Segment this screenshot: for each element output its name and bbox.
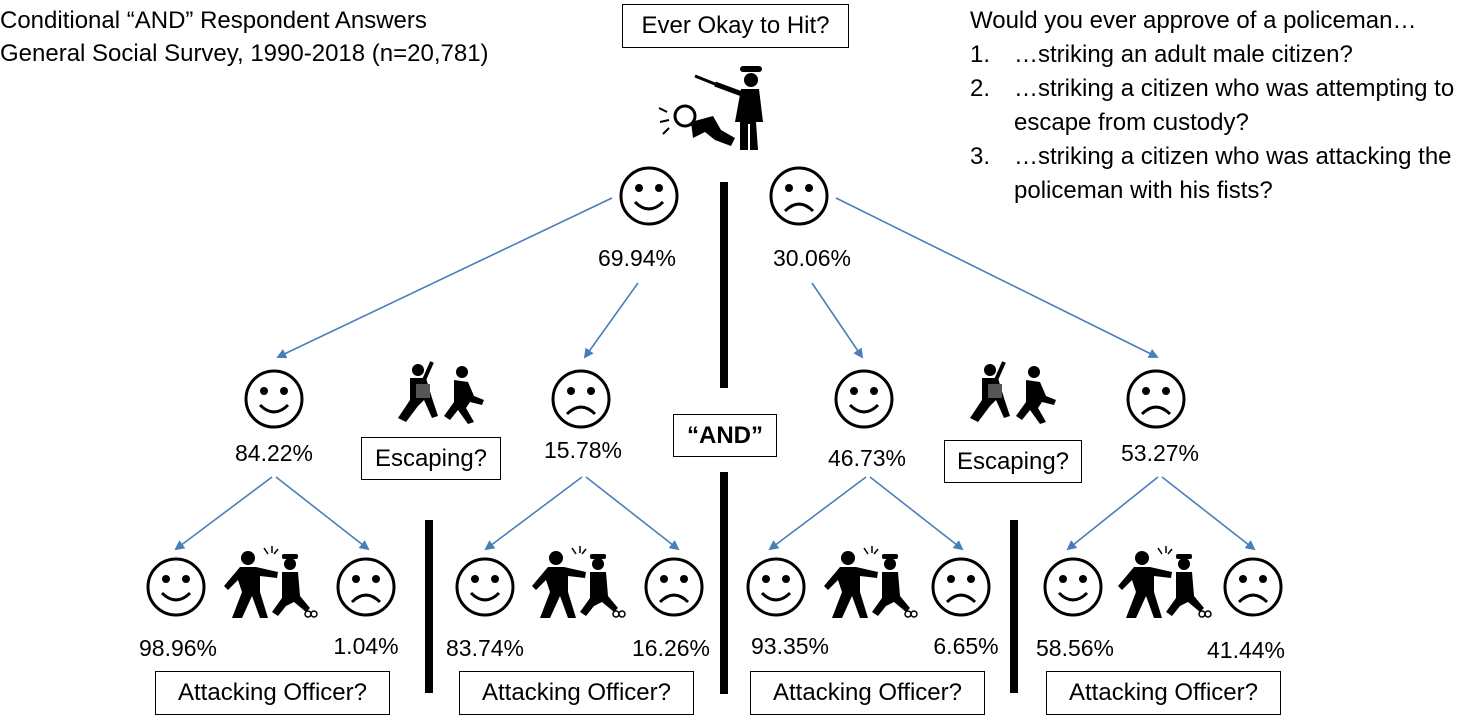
questions-list: 1. …striking an adult male citizen? 2. …st… (970, 38, 1464, 208)
and-box: “AND” (673, 414, 777, 457)
attacking-officer-question-box: Attacking Officer? (459, 671, 694, 715)
level2-left-no-percent: 15.78% (543, 437, 623, 463)
arrow (768, 476, 867, 551)
root-question-box: Ever Okay to Hit? (622, 4, 849, 48)
divider-bar (720, 182, 728, 388)
question-text: …striking a citizen who was attempting t… (1014, 75, 1455, 136)
frowning-face-icon (1126, 369, 1186, 429)
title-line-2: General Social Survey, 1990-2018 (n=20,7… (0, 40, 489, 67)
level2-left-yes-percent: 84.22% (234, 440, 314, 466)
arrow (275, 476, 370, 551)
level3-no-percent: 41.44% (1206, 637, 1286, 663)
questions-heading: Would you ever approve of a policeman… (970, 7, 1417, 34)
question-number: 2. (970, 75, 991, 102)
police-chasing-runner-icon (970, 361, 1056, 424)
question-item: 3. …striking a citizen who was attacking … (970, 140, 1464, 208)
attacking-officer-question-box: Attacking Officer? (155, 671, 390, 715)
level3-no-percent: 6.65% (933, 633, 999, 659)
smiley-face-icon (619, 166, 679, 226)
citizen-attacking-officer-icon (1118, 546, 1212, 618)
level1-yes-percent: 69.94% (597, 245, 677, 271)
smiley-face-icon (146, 557, 206, 617)
arrow (869, 476, 964, 551)
citizen-attacking-officer-icon (532, 546, 626, 618)
divider-bar (425, 520, 433, 693)
frowning-face-icon (644, 557, 704, 617)
level2-right-no-percent: 53.27% (1120, 440, 1200, 466)
level3-no-percent: 16.26% (631, 635, 711, 661)
divider-bar (720, 472, 728, 694)
attacking-officer-question-box: Attacking Officer? (750, 671, 985, 715)
attacking-officer-question-box: Attacking Officer? (1046, 671, 1281, 715)
smiley-face-icon (244, 369, 304, 429)
citizen-attacking-officer-icon (824, 546, 918, 618)
level2-right-yes-percent: 46.73% (827, 445, 907, 471)
frowning-face-icon (551, 369, 611, 429)
arrow (1161, 476, 1256, 551)
arrow (276, 197, 613, 359)
smiley-face-icon (746, 557, 806, 617)
diagram-title: Conditional “AND” Respondent Answers Gen… (0, 4, 489, 70)
question-text: …striking an adult male citizen? (1014, 41, 1353, 68)
level3-no-percent: 1.04% (333, 633, 399, 659)
question-item: 1. …striking an adult male citizen? (970, 38, 1464, 72)
frowning-face-icon (336, 557, 396, 617)
smiley-face-icon (455, 557, 515, 617)
escaping-question-box: Escaping? (944, 440, 1082, 483)
arrow (835, 197, 1159, 358)
frowning-face-icon (1223, 557, 1283, 617)
arrow (811, 282, 864, 359)
smiley-face-icon (1043, 557, 1103, 617)
arrow (585, 476, 680, 551)
police-striking-citizen-icon (658, 66, 763, 150)
arrow (1066, 476, 1159, 551)
question-item: 2. …striking a citizen who was attempting… (970, 72, 1464, 140)
level1-no-percent: 30.06% (772, 245, 852, 271)
level3-yes-percent: 83.74% (445, 635, 525, 661)
level3-yes-percent: 93.35% (750, 633, 830, 659)
frowning-face-icon (931, 557, 991, 617)
arrow (484, 476, 583, 551)
question-text: …striking a citizen who was attacking th… (1014, 143, 1452, 204)
citizen-attacking-officer-icon (224, 546, 318, 618)
question-number: 1. (970, 41, 991, 68)
divider-bar (1010, 520, 1018, 693)
arrow (583, 282, 639, 359)
arrow (174, 476, 273, 551)
level3-yes-percent: 58.56% (1035, 635, 1115, 661)
question-number: 3. (970, 143, 991, 170)
level3-yes-percent: 98.96% (138, 635, 218, 661)
frowning-face-icon (769, 166, 829, 226)
smiley-face-icon (834, 369, 894, 429)
title-line-1: Conditional “AND” Respondent Answers (0, 7, 427, 34)
police-chasing-runner-icon (398, 361, 484, 424)
escaping-question-box: Escaping? (361, 437, 501, 480)
